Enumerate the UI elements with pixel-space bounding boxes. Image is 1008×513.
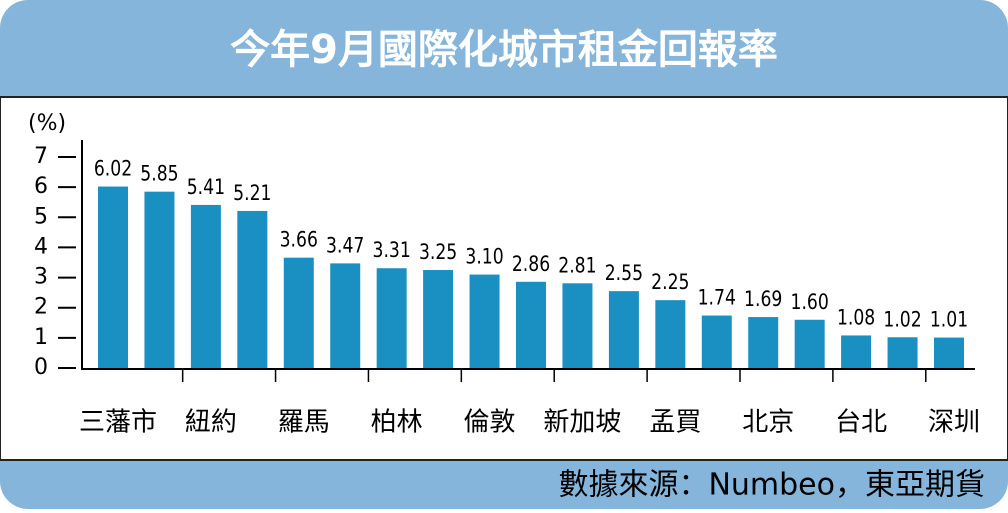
value-label: 3.66 bbox=[280, 227, 318, 252]
y-tick-label: 0 bbox=[34, 355, 48, 380]
y-tick-label: 5 bbox=[34, 204, 48, 229]
value-label: 2.55 bbox=[605, 260, 643, 285]
bar bbox=[887, 337, 918, 368]
source: 數據來源：Numbeo，東亞期貨 bbox=[558, 468, 985, 503]
value-label: 2.25 bbox=[651, 270, 689, 295]
x-tick-label: 台北 bbox=[835, 408, 887, 438]
value-label: 1.69 bbox=[744, 286, 782, 311]
value-label: 1.02 bbox=[883, 307, 921, 332]
bar bbox=[608, 291, 639, 368]
x-tick-label: 三藩市 bbox=[79, 408, 157, 438]
x-tick-label: 孟買 bbox=[649, 408, 701, 438]
bar bbox=[144, 191, 175, 368]
x-tick-label: 羅馬 bbox=[278, 408, 330, 438]
bar bbox=[237, 210, 268, 368]
y-tick-label: 1 bbox=[34, 325, 48, 350]
bar bbox=[794, 319, 825, 368]
y-axis-label: (%) bbox=[28, 111, 66, 136]
chart-title: 今年9月國際化城市租金回報率 bbox=[230, 27, 778, 73]
value-label: 3.25 bbox=[419, 239, 457, 264]
bar bbox=[423, 270, 454, 368]
bar bbox=[376, 268, 407, 368]
value-label: 5.85 bbox=[140, 161, 178, 186]
bar bbox=[655, 300, 686, 368]
bar bbox=[748, 317, 779, 368]
bar bbox=[562, 283, 593, 368]
bar bbox=[934, 337, 964, 368]
x-tick-label: 深圳 bbox=[928, 408, 980, 438]
x-tick-label: 新加坡 bbox=[543, 408, 621, 438]
bar bbox=[469, 274, 500, 368]
value-label: 3.10 bbox=[465, 244, 503, 269]
x-tick-label: 倫敦 bbox=[464, 408, 516, 438]
y-tick-label: 3 bbox=[34, 265, 48, 290]
value-label: 3.31 bbox=[373, 238, 411, 263]
y-tick-label: 2 bbox=[34, 295, 48, 320]
x-tick-label: 北京 bbox=[742, 408, 794, 438]
value-label: 2.81 bbox=[558, 253, 596, 278]
value-label: 1.08 bbox=[837, 305, 875, 330]
value-label: 5.21 bbox=[233, 180, 271, 205]
bar bbox=[330, 263, 361, 368]
value-label: 3.47 bbox=[326, 233, 364, 258]
x-tick-label: 紐約 bbox=[185, 408, 237, 438]
bar bbox=[98, 186, 128, 368]
x-tick-label: 柏林 bbox=[371, 408, 423, 438]
value-label: 1.60 bbox=[791, 289, 829, 314]
value-label: 5.41 bbox=[187, 174, 225, 199]
bar bbox=[516, 281, 546, 368]
bar bbox=[701, 315, 732, 368]
value-label: 6.02 bbox=[94, 156, 132, 181]
value-label: 1.01 bbox=[930, 307, 968, 332]
value-label: 2.86 bbox=[512, 251, 550, 276]
bar bbox=[190, 204, 221, 368]
bar bbox=[283, 257, 314, 368]
y-tick-label: 4 bbox=[34, 234, 48, 259]
y-tick-label: 6 bbox=[34, 174, 48, 199]
bar bbox=[841, 335, 872, 368]
y-tick-label: 7 bbox=[34, 144, 48, 169]
value-label: 1.74 bbox=[698, 285, 736, 310]
